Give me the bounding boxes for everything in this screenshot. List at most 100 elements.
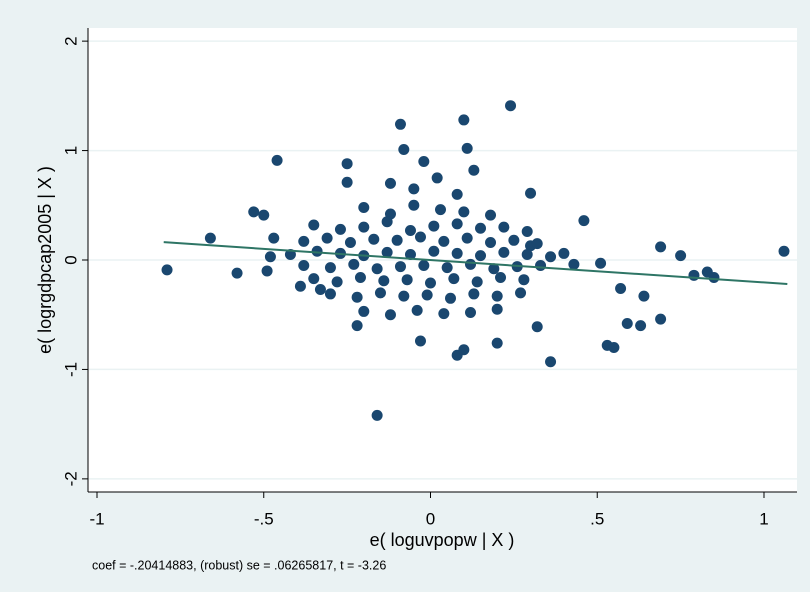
point xyxy=(608,342,620,354)
point xyxy=(401,274,413,286)
point xyxy=(268,232,280,244)
point xyxy=(261,265,273,277)
point xyxy=(485,236,497,248)
point xyxy=(525,187,537,199)
point xyxy=(371,263,383,275)
point xyxy=(465,307,477,319)
point xyxy=(298,259,310,271)
point xyxy=(495,272,507,284)
x-tick-label: -1 xyxy=(89,509,104,528)
point xyxy=(475,222,487,234)
point xyxy=(378,275,390,287)
point xyxy=(595,257,607,269)
x-tick-label: 0 xyxy=(426,509,435,528)
point xyxy=(398,143,410,155)
point xyxy=(374,287,386,299)
point xyxy=(418,156,430,168)
point xyxy=(508,234,520,246)
point xyxy=(331,276,343,288)
point xyxy=(398,290,410,302)
point xyxy=(498,221,510,233)
point xyxy=(488,263,500,275)
point xyxy=(491,337,503,349)
x-tick-label: .5 xyxy=(590,509,604,528)
y-tick-label: 2 xyxy=(61,36,80,45)
point xyxy=(351,291,363,303)
y-tick-label: 1 xyxy=(61,146,80,155)
note: coef = -.20414883, (robust) se = .062658… xyxy=(92,558,386,572)
point xyxy=(621,317,633,329)
point xyxy=(655,313,667,325)
y-tick-label: -1 xyxy=(61,362,80,377)
point xyxy=(688,269,700,281)
point xyxy=(418,259,430,271)
point xyxy=(358,305,370,317)
point xyxy=(521,226,533,238)
point xyxy=(451,188,463,200)
point xyxy=(394,261,406,273)
point xyxy=(545,251,557,263)
point xyxy=(428,220,440,232)
point xyxy=(431,172,443,184)
point xyxy=(381,246,393,258)
point xyxy=(408,183,420,195)
point xyxy=(778,245,790,257)
point xyxy=(341,176,353,188)
point xyxy=(404,224,416,236)
point xyxy=(485,209,497,221)
point xyxy=(458,344,470,356)
point xyxy=(531,238,543,250)
point xyxy=(471,276,483,288)
point xyxy=(248,206,260,218)
y-tick-label: 0 xyxy=(61,255,80,264)
point xyxy=(381,216,393,228)
point xyxy=(311,245,323,257)
point xyxy=(451,247,463,259)
point xyxy=(445,292,457,304)
x-axis-label: e( loguvpopw | X ) xyxy=(370,530,515,550)
fit-line xyxy=(163,241,788,285)
point xyxy=(458,114,470,126)
point xyxy=(545,356,557,368)
point xyxy=(441,262,453,274)
point xyxy=(271,154,283,166)
point xyxy=(434,204,446,216)
point xyxy=(461,232,473,244)
point xyxy=(321,232,333,244)
point xyxy=(324,288,336,300)
point xyxy=(298,235,310,247)
point xyxy=(231,267,243,279)
point xyxy=(368,233,380,245)
point xyxy=(558,247,570,259)
x-tick-label: -.5 xyxy=(254,509,274,528)
point xyxy=(615,282,627,294)
point xyxy=(505,100,517,112)
point xyxy=(204,232,216,244)
point xyxy=(414,335,426,347)
point xyxy=(475,250,487,262)
point xyxy=(491,290,503,302)
point xyxy=(638,290,650,302)
point xyxy=(334,223,346,235)
point xyxy=(675,250,687,262)
point xyxy=(498,246,510,258)
point xyxy=(294,280,306,292)
point xyxy=(448,273,460,285)
point xyxy=(491,303,503,315)
point xyxy=(344,236,356,248)
point xyxy=(468,164,480,176)
point xyxy=(258,209,270,221)
point xyxy=(568,258,580,270)
point xyxy=(354,272,366,284)
point xyxy=(408,199,420,211)
point xyxy=(518,274,530,286)
point xyxy=(451,218,463,230)
x-tick-label: 1 xyxy=(759,509,768,528)
point xyxy=(531,321,543,333)
point xyxy=(515,287,527,299)
point xyxy=(351,320,363,332)
point xyxy=(424,277,436,289)
point xyxy=(708,272,720,284)
